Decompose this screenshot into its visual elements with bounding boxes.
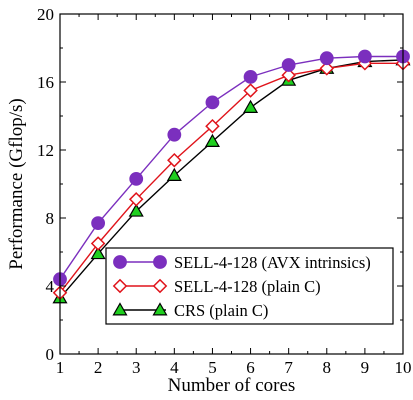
series-2 [52, 56, 411, 301]
data-point [167, 152, 182, 168]
legend: SELL-4-128 (AVX intrinsics) SELL-4-128 (p… [105, 247, 394, 325]
legend-entry-2: SELL-4-128 (plain C) [112, 277, 321, 296]
x-tick-label: 5 [208, 358, 217, 377]
legend-label: SELL-4-128 (plain C) [174, 277, 321, 296]
x-tick-label: 6 [246, 358, 255, 377]
legend-marker [152, 278, 168, 294]
x-tick-label: 4 [170, 358, 179, 377]
data-point [205, 95, 220, 110]
data-point [204, 133, 220, 147]
data-point [243, 99, 259, 113]
data-point [90, 245, 106, 260]
data-point [319, 51, 334, 66]
y-tick-label: 0 [46, 345, 55, 364]
y-axis-title: Performance (Gflop/s) [6, 98, 27, 269]
y-tick-label: 16 [37, 73, 54, 92]
legend-marker [153, 255, 167, 269]
series-line [59, 62, 403, 294]
data-point [243, 83, 258, 98]
legend-marker [152, 302, 168, 316]
legend-marker [113, 255, 127, 269]
series-line [59, 59, 404, 299]
data-point [243, 70, 258, 84]
legend-marker [112, 302, 128, 316]
y-tick-label: 8 [46, 209, 55, 228]
x-tick-label: 2 [94, 358, 103, 377]
data-point [205, 118, 220, 134]
legend-entry-3: CRS (plain C) [112, 301, 268, 320]
y-tick-label: 12 [37, 141, 54, 160]
legend-label: SELL-4-128 (AVX intrinsics) [174, 253, 371, 272]
data-point [128, 203, 144, 217]
series-1 [53, 49, 410, 287]
data-point [167, 127, 182, 142]
legend-label: CRS (plain C) [174, 301, 268, 320]
x-axis-title: Number of cores [168, 375, 296, 396]
legend-marker [112, 278, 128, 294]
data-point [129, 172, 144, 186]
data-point [90, 236, 106, 251]
legend-entry-1: SELL-4-128 (AVX intrinsics) [113, 253, 371, 272]
y-tick-label: 20 [37, 5, 54, 24]
data-point [128, 192, 144, 207]
data-point [319, 61, 335, 76]
data-point [166, 167, 182, 181]
data-point [357, 49, 372, 64]
x-tick-label: 9 [361, 358, 370, 377]
x-tick-label: 7 [284, 358, 293, 377]
data-point [91, 216, 106, 231]
y-tick-label: 4 [46, 277, 55, 296]
x-tick-label: 1 [56, 358, 65, 377]
plot-area [52, 49, 411, 304]
x-tick-label: 8 [323, 358, 332, 377]
data-point [281, 67, 296, 83]
data-point [281, 58, 296, 72]
series-line [59, 55, 403, 280]
x-tick-label: 10 [395, 358, 412, 377]
x-tick-label: 3 [132, 358, 141, 377]
